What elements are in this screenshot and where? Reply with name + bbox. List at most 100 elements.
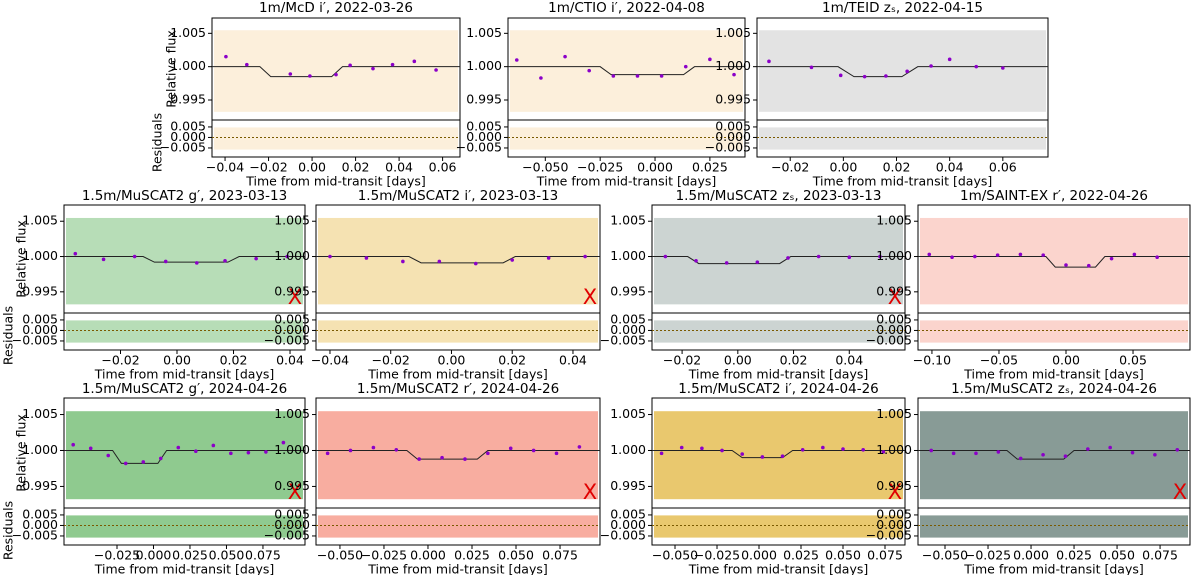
y-tick-label: 0.995 [715, 92, 751, 107]
y-tick-label: 1.000 [715, 58, 751, 73]
residual-y-tick-label: 0.005 [610, 506, 646, 521]
residual-y-tick-label: 0.005 [876, 506, 912, 521]
binned-point [679, 445, 684, 450]
x-tick-label: 0.00 [298, 160, 326, 175]
binned-point [800, 447, 805, 452]
x-tick-label: −0.050 [922, 548, 968, 563]
x-tick-label: 0.00 [829, 160, 857, 175]
binned-point [878, 254, 882, 259]
residual-noise-band [654, 320, 903, 343]
y-tick-label: 0.995 [876, 283, 912, 298]
x-axis-label: Time from mid-transit [days] [367, 562, 547, 576]
binned-point [861, 447, 865, 452]
binned-point [1018, 456, 1023, 461]
x-tick-label: 0.04 [936, 160, 964, 175]
binned-point [947, 57, 952, 62]
x-tick-label: 0.06 [989, 160, 1017, 175]
residual-y-tick-label: −0.005 [12, 527, 58, 542]
noise-band [920, 411, 1188, 500]
binned-point [583, 254, 587, 259]
binned-point [254, 256, 258, 261]
residual-frame [917, 312, 1191, 351]
binned-point [732, 72, 736, 77]
residual-y-tick-label: 0.000 [274, 517, 310, 532]
binned-point [927, 252, 932, 257]
x-tick-label: 0.000 [410, 548, 446, 563]
binned-point [412, 59, 417, 64]
noise-band [654, 411, 903, 500]
flag-mark: X [288, 480, 302, 504]
y-tick-label: 1.000 [274, 248, 310, 263]
x-tick-label: 0.00 [438, 353, 466, 368]
panel-title: 1.5m/MuSCAT2 g′, 2023-03-13 [82, 188, 287, 204]
panel-title: 1.5m/MuSCAT2 i′, 2024-04-26 [678, 381, 879, 397]
residual-frame [315, 507, 601, 546]
residual-frame [211, 119, 461, 158]
binned-point [1153, 452, 1157, 457]
binned-point [1041, 253, 1046, 257]
panel-title: 1m/McD i′, 2022-03-26 [259, 0, 413, 16]
binned-point [1086, 263, 1091, 268]
x-tick-label: 0.075 [245, 548, 281, 563]
binned-point [508, 446, 513, 451]
panel: 1m/TEID zₛ, 2022-04-15 1.005 1.000 0.995 0.0… [705, 0, 1049, 189]
noise-band [510, 30, 743, 112]
x-tick-label: 0.050 [1099, 548, 1135, 563]
x-tick-label: −0.025 [94, 548, 140, 563]
binned-point [71, 442, 75, 447]
residual-y-tick-label: 0.005 [274, 311, 310, 326]
binned-point [950, 255, 954, 260]
binned-point [176, 445, 181, 450]
binned-point [473, 261, 478, 266]
panel: 1.5m/MuSCAT2 r′, 2024-04-26 1.005 1.000 0.9… [264, 381, 601, 577]
residual-y-tick-label: −0.005 [866, 527, 912, 542]
residual-y-tick-label: −0.005 [866, 332, 912, 347]
flag-mark: X [888, 285, 902, 309]
binned-point [659, 74, 664, 78]
x-tick-label: 0.025 [1056, 548, 1092, 563]
y-tick-label: 1.005 [22, 213, 58, 228]
residual-frame [756, 119, 1049, 158]
residual-y-tick-label: 0.000 [466, 129, 502, 144]
residual-frame [651, 312, 906, 351]
binned-point [821, 445, 825, 450]
x-axis-label: Time from mid-transit [days] [688, 562, 868, 576]
binned-point [308, 74, 312, 78]
binned-point [974, 451, 978, 456]
binned-point [841, 447, 845, 451]
flag-mark: X [1173, 480, 1187, 504]
residual-frame [63, 312, 306, 351]
x-axis-label: Time from mid-transit [days] [963, 367, 1143, 382]
y-tick-label: 1.005 [466, 25, 502, 40]
binned-point [88, 446, 93, 451]
binned-point [694, 258, 698, 263]
residual-frame [63, 507, 306, 546]
residual-noise-band [654, 515, 903, 538]
binned-point [281, 440, 286, 445]
binned-point [974, 64, 979, 69]
noise-band [318, 217, 598, 305]
binned-point [73, 251, 78, 256]
binned-point [285, 254, 290, 259]
binned-point [211, 443, 216, 448]
x-axis-label: Time from mid-transit [days] [94, 562, 274, 576]
binned-point [708, 57, 712, 62]
binned-point [229, 451, 233, 456]
y-tick-label: 1.005 [610, 213, 646, 228]
x-axis-label: Time from mid-transit [days] [812, 174, 992, 189]
model-line [64, 256, 305, 263]
residual-y-tick-label: 0.005 [22, 506, 58, 521]
flag-mark: X [583, 480, 597, 504]
y-tick-label: 1.005 [715, 25, 751, 40]
residual-frame [507, 119, 746, 158]
residual-y-tick-label: 0.005 [22, 311, 58, 326]
residual-y-tick-label: 0.000 [170, 129, 206, 144]
x-tick-label: −0.025 [694, 548, 740, 563]
panel: 1.5m/MuSCAT2 g′, 2023-03-13 1.005 1.000 0.9… [1, 188, 306, 382]
noise-band [654, 217, 903, 305]
x-tick-label: 0.050 [498, 548, 534, 563]
x-tick-label: 0.075 [1142, 548, 1178, 563]
x-axis-label: Time from mid-transit [days] [367, 367, 547, 382]
residual-y-tick-label: 0.005 [274, 506, 310, 521]
y-tick-label: 0.995 [170, 92, 206, 107]
